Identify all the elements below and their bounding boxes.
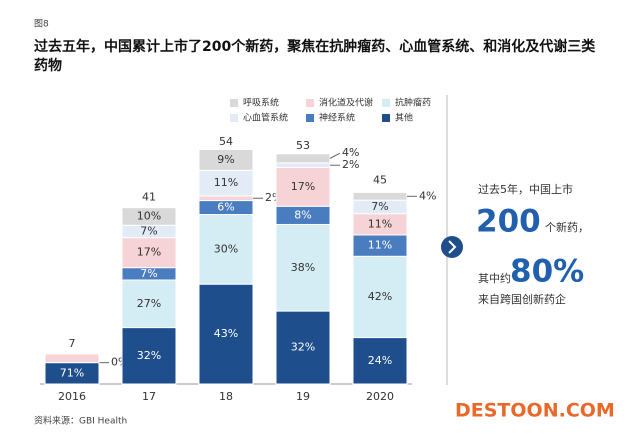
value-label: 30% <box>214 242 238 255</box>
bar-segment <box>44 353 100 364</box>
figure-label: 图8 <box>34 19 49 30</box>
bar-segment <box>198 213 254 285</box>
bar-segment <box>275 153 331 164</box>
bar-segment <box>352 191 408 201</box>
source: 资料来源：GBI Health <box>34 415 127 427</box>
total-label: 53 <box>296 139 310 152</box>
legend-swatch <box>306 99 314 107</box>
legend-label: 消化道及代谢 <box>319 97 373 109</box>
callout-text: 过去5年，中国上市 <box>478 182 573 196</box>
callout-text: 其中约 <box>478 272 511 285</box>
value-label: 24% <box>368 354 392 367</box>
bar-segment <box>198 169 254 197</box>
total-label: 54 <box>219 135 233 148</box>
legend-label: 心血管系统 <box>243 112 288 124</box>
value-label: 32% <box>137 349 161 362</box>
bar-segment <box>275 223 331 312</box>
value-label: 7% <box>371 200 388 213</box>
value-label: 4% <box>419 189 436 202</box>
legend-swatch <box>382 99 390 107</box>
bar-segment <box>275 310 331 385</box>
arrow-icon <box>448 240 457 254</box>
legend-swatch <box>306 114 314 122</box>
bar-segment <box>198 283 254 385</box>
callout-text: 来自跨国创新药企 <box>478 292 566 306</box>
value-label: 17% <box>137 246 161 259</box>
x-tick-label: 19 <box>296 390 310 403</box>
value-label: 4% <box>342 146 359 159</box>
value-label: 32% <box>291 341 315 354</box>
bar-segment <box>121 327 177 385</box>
legend-label: 其他 <box>395 112 413 124</box>
watermark: DESTOON.COM <box>455 400 615 422</box>
x-tick-label: 2020 <box>366 390 394 403</box>
leader-line <box>329 152 341 159</box>
legend-swatch <box>382 114 390 122</box>
value-label: 42% <box>368 290 392 303</box>
total-label: 7 <box>69 337 76 350</box>
value-label: 11% <box>214 176 238 189</box>
bar-segment <box>275 162 331 168</box>
total-label: 41 <box>142 191 156 204</box>
value-label: 8% <box>294 208 311 221</box>
callout-text: 个新药， <box>545 220 589 234</box>
value-label: 11% <box>368 239 392 252</box>
total-label: 45 <box>373 174 387 187</box>
value-label: 43% <box>214 327 238 340</box>
value-label: 17% <box>291 180 315 193</box>
bar-segment <box>198 195 254 202</box>
bar-segment <box>121 279 177 329</box>
value-label: 71% <box>60 366 84 379</box>
bar-segment <box>198 148 254 171</box>
value-label: 7% <box>140 267 157 280</box>
chart-title: 过去五年，中国累计上市了200个新药，聚焦在抗肿瘤药、心血管系统、和消化及代谢三… <box>34 39 596 74</box>
legend-swatch <box>230 114 238 122</box>
value-label: 10% <box>137 210 161 223</box>
legend-swatch <box>230 99 238 107</box>
value-label: 38% <box>291 261 315 274</box>
value-label: 2% <box>342 158 359 171</box>
value-label: 6% <box>217 201 234 214</box>
legend-label: 抗肿瘤药 <box>395 97 431 109</box>
value-label: 9% <box>217 153 234 166</box>
bar-segment <box>121 237 177 269</box>
callout-number: 200 <box>476 204 541 240</box>
x-tick-label: 17 <box>142 390 156 403</box>
bar-segment <box>275 166 331 207</box>
legend-label: 神经系统 <box>319 112 355 124</box>
value-label: 11% <box>368 217 392 230</box>
value-label: 7% <box>140 225 157 238</box>
bar-segment <box>121 207 177 226</box>
x-tick-label: 2016 <box>58 390 86 403</box>
legend-label: 呼吸系统 <box>243 97 279 109</box>
arrow-button <box>441 236 463 258</box>
x-tick-label: 18 <box>219 390 233 403</box>
value-label: 27% <box>137 297 161 310</box>
callout-number: 80% <box>510 254 584 290</box>
